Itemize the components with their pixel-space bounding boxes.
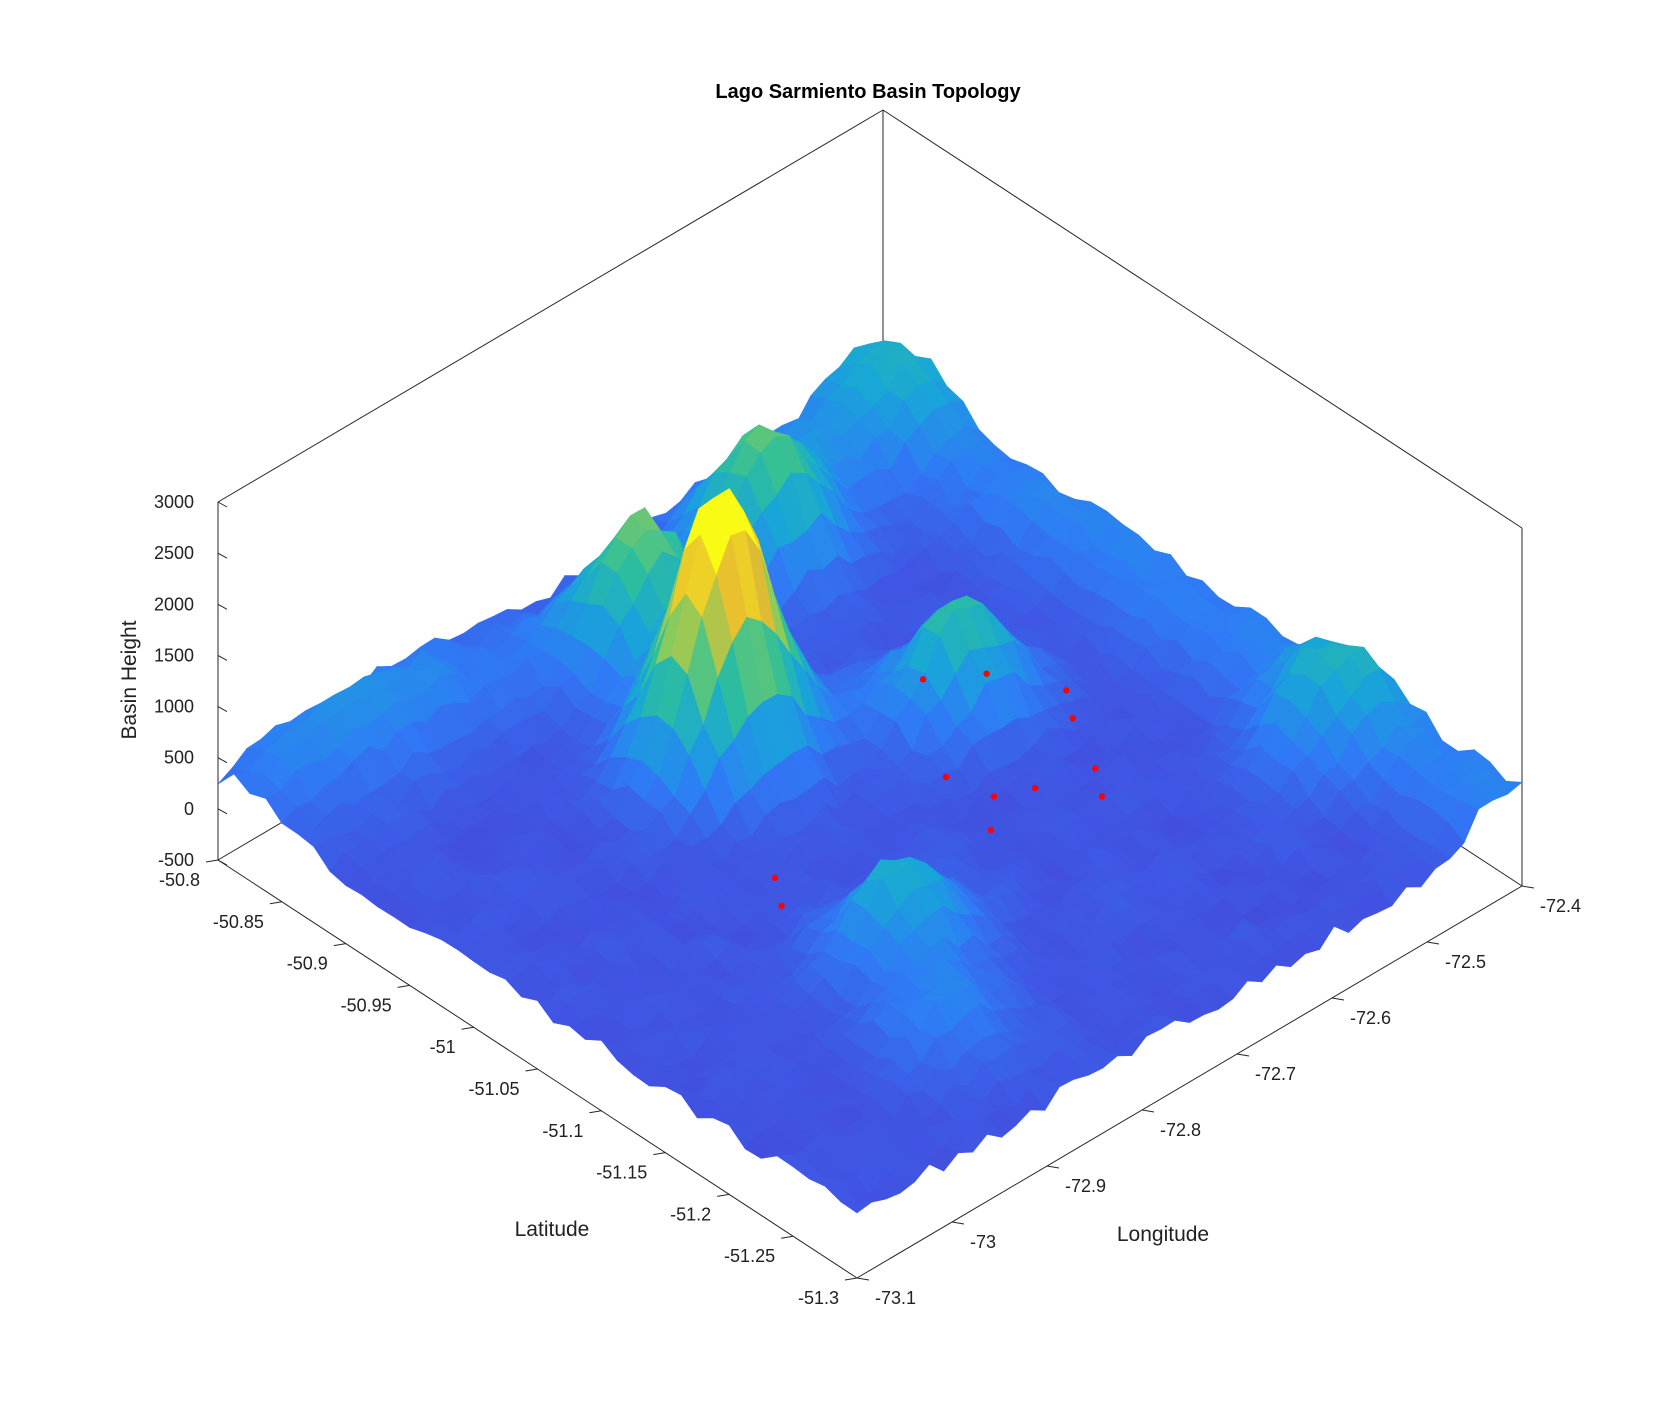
lake-marker-point [1063, 687, 1070, 694]
x-tick-mark [1426, 941, 1440, 945]
y-axis-label: Latitude [515, 1218, 590, 1241]
x-tick-mark [951, 1221, 965, 1225]
y-tick-label: -51.05 [468, 1079, 519, 1099]
y-tick-label: -50.95 [341, 995, 392, 1015]
y-tick-label: -51.3 [798, 1288, 839, 1308]
z-tick-mark [217, 654, 228, 661]
z-tick-mark [217, 808, 228, 815]
y-tick-mark [205, 859, 219, 863]
y-tick-label: -51.1 [542, 1121, 583, 1141]
x-axis-label: Longitude [1117, 1223, 1209, 1246]
x-tick-label: -72.7 [1255, 1064, 1296, 1084]
axis-box-edge [882, 109, 1523, 529]
x-tick-mark [856, 1277, 870, 1281]
x-tick-mark [1331, 997, 1345, 1001]
lake-marker-point [771, 874, 779, 882]
z-tick-label: 1500 [154, 645, 194, 665]
y-tick-mark [781, 1235, 794, 1239]
z-tick-mark [217, 552, 228, 559]
y-tick-mark [397, 984, 410, 988]
z-tick-mark [217, 706, 228, 713]
z-tick-mark [217, 501, 228, 508]
y-tick-label: -51.2 [670, 1204, 711, 1224]
x-tick-mark [1521, 885, 1535, 889]
z-tick-label: -500 [158, 850, 194, 870]
z-tick-label: 2000 [154, 594, 194, 614]
z-tick-label: 2500 [154, 543, 194, 563]
lake-marker-point [1092, 765, 1099, 772]
y-tick-label: -51 [430, 1037, 456, 1057]
z-tick-mark [217, 757, 228, 764]
lake-marker-point [987, 826, 995, 834]
lake-marker-point [1031, 784, 1039, 792]
y-tick-mark [844, 1277, 858, 1281]
y-tick-label: -50.9 [287, 954, 328, 974]
chart-title: Lago Sarmiento Basin Topology [715, 81, 1021, 103]
x-tick-mark [1046, 1165, 1060, 1169]
y-tick-label: -50.85 [213, 912, 264, 932]
y-tick-mark [269, 901, 282, 905]
y-tick-mark [589, 1110, 602, 1114]
lake-markers [771, 670, 1106, 909]
x-tick-mark [1236, 1053, 1250, 1057]
surface-patch [840, 1200, 873, 1214]
y-tick-label: -50.8 [159, 870, 200, 890]
lake-marker-point [778, 902, 785, 909]
x-tick-label: -72.9 [1065, 1176, 1106, 1196]
axis-box-edge [856, 885, 1523, 1279]
z-tick-label: 3000 [154, 492, 194, 512]
axis-box-edge [217, 109, 884, 503]
lake-marker-point [1098, 793, 1106, 800]
x-tick-label: -72.8 [1160, 1120, 1201, 1140]
x-tick-label: -72.5 [1445, 952, 1486, 972]
z-tick-label: 500 [164, 748, 194, 768]
y-tick-mark [653, 1152, 666, 1156]
y-tick-label: -51.25 [724, 1246, 775, 1266]
x-tick-label: -72.6 [1350, 1008, 1391, 1028]
y-tick-mark [333, 943, 346, 947]
axis-ticks: -500 0 500 1000 1500 2000 2500 3000 -50.8 -50.85 -… [154, 492, 1581, 1308]
z-tick-label: 0 [184, 799, 194, 819]
lake-marker-point [919, 676, 927, 683]
y-tick-mark [525, 1068, 538, 1072]
x-tick-mark [1141, 1109, 1155, 1113]
z-tick-mark [217, 603, 228, 610]
lake-marker-point [983, 670, 990, 677]
y-tick-mark [461, 1026, 474, 1030]
x-tick-label: -73 [970, 1232, 996, 1252]
y-tick-mark [717, 1193, 730, 1197]
lake-marker-point [1069, 715, 1076, 722]
lake-marker-point [942, 773, 950, 781]
z-tick-label: 1000 [154, 697, 194, 717]
z-tick-mark [217, 859, 228, 866]
lake-marker-point [990, 793, 998, 800]
surface-mesh [217, 340, 1523, 1214]
z-axis-label: Basin Height [118, 620, 141, 739]
y-tick-label: -51.15 [596, 1163, 647, 1183]
x-tick-label: -73.1 [875, 1288, 916, 1308]
x-tick-label: -72.4 [1540, 896, 1581, 916]
